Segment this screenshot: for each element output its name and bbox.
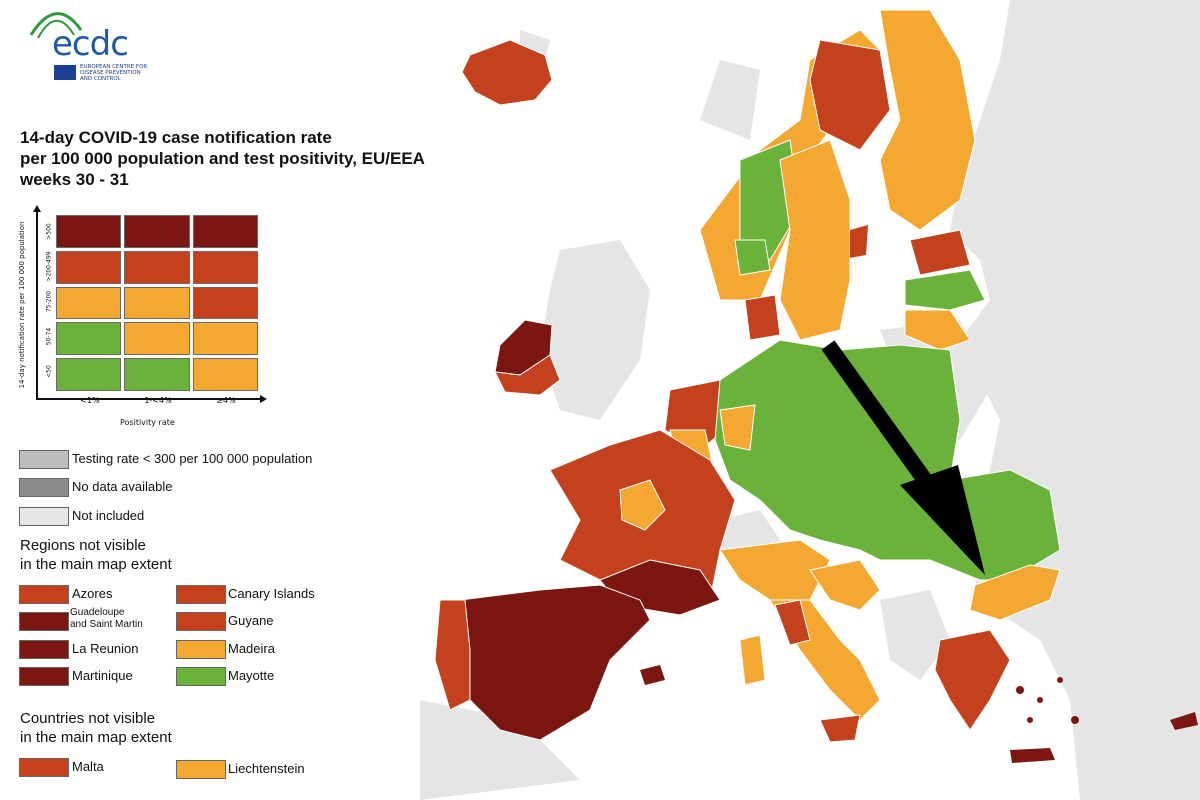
matrix-cell — [56, 250, 122, 284]
swatch-no-data — [19, 478, 69, 497]
legend-guadeloupe: Guadeloupe and Saint Martin — [70, 607, 143, 630]
legend-canary-islands: Canary Islands — [228, 586, 315, 601]
col-label: ≥4% — [216, 396, 236, 405]
legend-guyane: Guyane — [228, 613, 274, 628]
legend-x-axis — [36, 398, 261, 400]
matrix-cell — [124, 358, 190, 391]
swatch-canary-islands — [176, 585, 226, 604]
col-label: <1% — [80, 396, 100, 405]
annotation-arrow — [821, 340, 985, 575]
legend-martinique: Martinique — [72, 668, 133, 683]
region-aegean-islands — [1016, 677, 1079, 724]
legend-liechtenstein: Liechtenstein — [228, 761, 305, 776]
legend-y-title: 14-day notification rate per 100 000 pop… — [18, 221, 26, 389]
region-sardinia — [739, 634, 766, 686]
region-baltics — [904, 229, 986, 351]
legend-la-reunion: La Reunion — [72, 641, 139, 656]
region-bulgaria — [969, 564, 1061, 621]
region-balearic — [640, 665, 665, 685]
region-greece — [934, 629, 1011, 731]
ecdc-logo: ecdc EUROPEAN CENTRE FOR DISEASE PREVENT… — [8, 0, 158, 88]
legend-malta: Malta — [72, 759, 104, 774]
legend-y-axis — [36, 210, 38, 400]
region-portugal — [434, 599, 471, 711]
swatch-not-included — [19, 507, 69, 526]
matrix-cell — [56, 286, 122, 320]
swatch-mayotte — [176, 667, 226, 686]
swatch-la-reunion — [19, 640, 69, 659]
legend-azores: Azores — [72, 586, 113, 601]
countries-heading: Countries not visible in the main map ex… — [20, 710, 172, 746]
region-iceland — [461, 39, 553, 106]
region-netherlands-orange — [719, 404, 756, 451]
region-ireland — [494, 319, 561, 396]
legend-no-data: No data available — [72, 479, 173, 494]
matrix-cell — [56, 322, 122, 356]
region-sicily — [819, 714, 861, 743]
region-cyprus — [1170, 712, 1198, 730]
matrix-cell — [124, 286, 190, 320]
row-label: <50 — [45, 365, 53, 378]
legend-testing-rate: Testing rate < 300 per 100 000 populatio… — [72, 451, 313, 466]
col-label: 1-<4% — [144, 396, 172, 405]
region-italy-tuscany — [774, 599, 811, 646]
region-crete — [1010, 748, 1055, 763]
swatch-liechtenstein — [176, 760, 226, 779]
matrix-cell — [192, 286, 258, 320]
swatch-testing-rate — [19, 450, 69, 469]
matrix-cell — [192, 250, 258, 284]
regions-heading: Regions not visible in the main map exte… — [20, 537, 172, 573]
row-label: 50-74 — [45, 327, 53, 346]
swatch-guadeloupe — [19, 612, 69, 631]
row-label: 75-200 — [45, 290, 53, 313]
matrix-cell — [124, 322, 190, 356]
legend-x-arrow — [260, 395, 267, 403]
legend-madeira: Madeira — [228, 641, 275, 656]
swatch-azores — [19, 585, 69, 604]
risk-matrix — [56, 215, 258, 391]
region-nordics — [699, 9, 976, 341]
legend-not-included: Not included — [72, 508, 145, 523]
legend-x-title: Positivity rate — [120, 418, 175, 427]
region-paris-orange — [619, 479, 666, 531]
region-croatia — [809, 559, 881, 611]
matrix-cell — [192, 322, 258, 356]
matrix-cell — [192, 358, 258, 391]
legend-mayotte: Mayotte — [228, 668, 275, 683]
matrix-cell — [56, 215, 122, 248]
swatch-martinique — [19, 667, 69, 686]
matrix-cell — [192, 215, 258, 248]
logo-text: ecdc — [52, 24, 129, 64]
map-title: 14-day COVID-19 case notification rate p… — [20, 128, 425, 189]
matrix-cell — [124, 250, 190, 284]
logo-caption: EUROPEAN CENTRE FOR DISEASE PREVENTION A… — [80, 64, 148, 82]
swatch-malta — [19, 758, 69, 777]
eu-flag-icon — [54, 65, 76, 80]
globe-icon — [29, 12, 83, 39]
matrix-cell — [56, 358, 122, 391]
row-label: >500 — [45, 223, 53, 240]
row-label: >200-499 — [45, 251, 53, 282]
swatch-guyane — [176, 612, 226, 631]
matrix-cell — [124, 215, 190, 248]
region-denmark — [744, 294, 781, 341]
swatch-madeira — [176, 640, 226, 659]
legend-y-arrow — [33, 205, 41, 212]
